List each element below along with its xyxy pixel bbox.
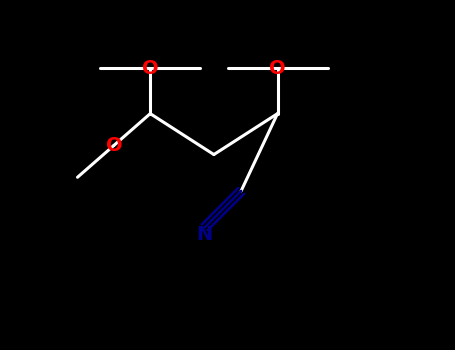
Text: O: O — [106, 136, 122, 155]
Text: N: N — [197, 225, 213, 244]
Text: O: O — [142, 59, 158, 78]
Text: O: O — [269, 59, 286, 78]
